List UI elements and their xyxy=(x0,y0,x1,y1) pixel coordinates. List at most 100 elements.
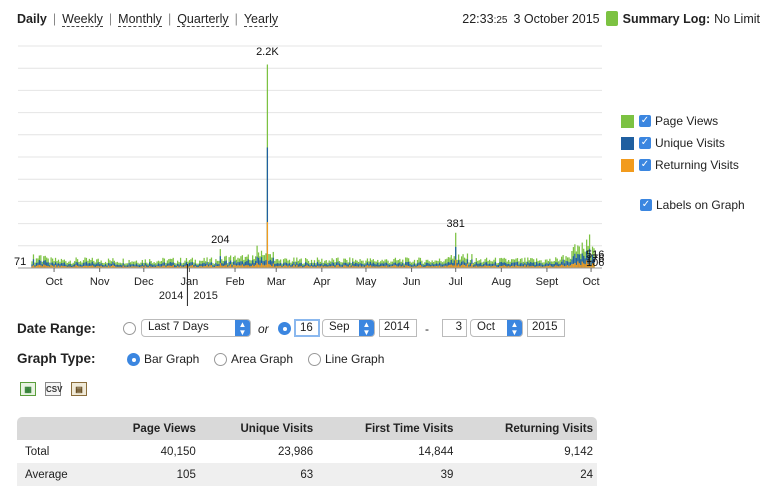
bar-returning-visits xyxy=(312,266,314,268)
bar-returning-visits xyxy=(331,265,333,268)
bar-returning-visits xyxy=(232,264,235,268)
bar-graph-label[interactable]: Bar Graph xyxy=(144,352,200,366)
bar-unique-visits xyxy=(443,263,445,268)
bar-unique-visits xyxy=(428,263,430,268)
csv-export-icon[interactable]: CSV xyxy=(45,382,62,396)
bar-unique-visits xyxy=(387,263,389,268)
bar-unique-visits xyxy=(56,263,58,268)
excel-export-icon[interactable]: ▦ xyxy=(20,382,36,396)
bar-returning-visits xyxy=(400,266,402,268)
unique-visits-checkbox[interactable]: ✓ xyxy=(639,137,651,149)
preset-select[interactable]: Last 7 Days ▲ ▼ xyxy=(141,319,251,337)
period-yearly[interactable]: Yearly xyxy=(243,12,279,27)
legend-page-views[interactable]: ✓ Page Views xyxy=(621,110,745,132)
bar-unique-visits xyxy=(313,263,316,268)
labels-on-graph-checkbox[interactable]: ✓ xyxy=(640,199,652,211)
table-cell: 63 xyxy=(199,463,318,486)
table-header: First Time Visits xyxy=(317,417,458,440)
period-monthly[interactable]: Monthly xyxy=(118,12,162,27)
preset-radio[interactable] xyxy=(123,322,136,335)
line-graph-label[interactable]: Line Graph xyxy=(325,352,385,366)
bar-returning-visits xyxy=(393,265,395,268)
bar-unique-visits xyxy=(400,264,402,268)
area-graph-label[interactable]: Area Graph xyxy=(231,352,294,366)
current-date: 3 October 2015 xyxy=(513,11,600,26)
bar-unique-visits xyxy=(419,261,422,268)
header-status: 22:33:25 3 October 2015 Summary Log: No … xyxy=(462,11,760,26)
bar-returning-visits xyxy=(118,266,120,268)
bar-returning-visits xyxy=(518,266,520,268)
bar-unique-visits xyxy=(319,264,321,268)
bar-returning-visits xyxy=(37,265,39,268)
bar-unique-visits xyxy=(378,264,380,268)
bar-returning-visits xyxy=(561,264,563,268)
bar-returning-visits xyxy=(150,266,152,268)
bar-unique-visits xyxy=(371,263,373,268)
legend-label: Page Views xyxy=(655,114,719,128)
bar-returning-visits xyxy=(346,266,348,268)
bar-returning-visits xyxy=(188,266,191,268)
bar-returning-visits xyxy=(438,265,441,268)
x-tick-label: May xyxy=(356,276,377,288)
bar-returning-visits xyxy=(378,266,380,268)
custom-range-radio[interactable] xyxy=(278,322,291,335)
bar-unique-visits xyxy=(278,263,280,268)
bar-unique-visits xyxy=(188,263,191,268)
from-year-input[interactable]: 2014 xyxy=(379,319,417,337)
bar-unique-visits xyxy=(37,262,39,268)
bar-unique-visits xyxy=(446,263,448,268)
bar-unique-visits xyxy=(181,265,183,268)
bar-unique-visits xyxy=(307,264,310,268)
bar-unique-visits xyxy=(380,263,382,268)
bar-returning-visits xyxy=(571,264,573,268)
bar-returning-visits xyxy=(194,265,196,268)
bar-returning-visits xyxy=(49,266,51,268)
bar-unique-visits xyxy=(382,263,385,268)
legend-returning-visits[interactable]: ✓ Returning Visits xyxy=(621,154,745,176)
bar-unique-visits xyxy=(412,264,414,268)
to-year-input[interactable]: 2015 xyxy=(527,319,565,337)
bar-unique-visits xyxy=(384,262,386,268)
bar-returning-visits xyxy=(496,266,498,268)
bar-unique-visits xyxy=(485,262,488,268)
bar-returning-visits xyxy=(365,265,367,268)
bar-returning-visits xyxy=(266,222,269,268)
bar-unique-visits xyxy=(224,261,226,268)
bar-returning-visits xyxy=(196,266,198,268)
bar-unique-visits xyxy=(338,263,341,268)
from-day-input[interactable]: 16 xyxy=(294,319,320,337)
bar-unique-visits xyxy=(51,262,54,268)
bar-returning-visits xyxy=(307,266,310,268)
period-quarterly[interactable]: Quarterly xyxy=(177,12,229,27)
legend-unique-visits[interactable]: ✓ Unique Visits xyxy=(621,132,745,154)
bar-unique-visits xyxy=(252,260,254,268)
page-views-swatch xyxy=(621,114,634,128)
bar-unique-visits xyxy=(132,264,135,268)
bar-unique-visits xyxy=(101,264,104,268)
bar-returning-visits xyxy=(399,265,401,268)
bar-unique-visits xyxy=(334,264,336,268)
to-month-select[interactable]: Oct ▲ ▼ xyxy=(470,319,523,337)
page-views-checkbox[interactable]: ✓ xyxy=(639,115,651,127)
to-day-input[interactable]: 3 xyxy=(442,319,467,337)
bar-returning-visits xyxy=(124,266,126,268)
period-daily[interactable]: Daily xyxy=(17,12,47,26)
bar-returning-visits xyxy=(131,266,133,268)
period-weekly[interactable]: Weekly xyxy=(62,12,103,27)
bar-unique-visits xyxy=(112,261,114,268)
returning-visits-checkbox[interactable]: ✓ xyxy=(639,159,651,171)
bar-returning-visits xyxy=(543,266,545,268)
bar-returning-visits xyxy=(465,265,467,268)
bar-returning-visits xyxy=(59,266,61,268)
labels-on-graph-toggle[interactable]: ✓ Labels on Graph xyxy=(640,194,745,216)
line-graph-radio[interactable] xyxy=(308,353,321,366)
bar-returning-visits xyxy=(300,265,302,268)
bar-graph-radio[interactable] xyxy=(127,353,140,366)
bar-returning-visits xyxy=(553,266,555,268)
area-graph-radio[interactable] xyxy=(214,353,227,366)
bar-unique-visits xyxy=(552,264,554,268)
from-month-select[interactable]: Sep ▲ ▼ xyxy=(322,319,375,337)
pdf-export-icon[interactable]: ▤ xyxy=(71,382,87,396)
bar-unique-visits xyxy=(165,265,167,268)
bar-unique-visits xyxy=(440,263,442,268)
